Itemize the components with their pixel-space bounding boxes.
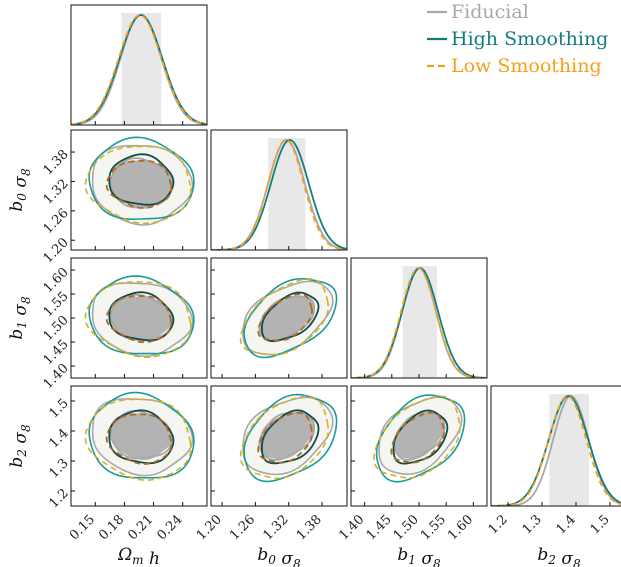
panel-0-0 <box>71 13 207 125</box>
x-tick-label: 1.32 <box>260 512 291 543</box>
contour-fill-inner <box>111 296 173 342</box>
x-tick-label: 0.21 <box>125 512 156 543</box>
y-tick-label: 1.26 <box>41 206 72 237</box>
y-tick-label: 1.32 <box>41 176 72 207</box>
contour-68-high-smoothing <box>392 409 449 465</box>
y-tick-label: 1.20 <box>41 235 72 266</box>
contour-95-low-smoothing <box>239 278 330 356</box>
panel-frame-0-0 <box>70 4 208 126</box>
y-tick-label: 1.5 <box>46 396 71 421</box>
marginal-curve-3-low-smoothing <box>491 395 621 506</box>
panel-frame-1-0 <box>70 129 208 251</box>
contour-68-high-smoothing <box>260 291 320 342</box>
y-tick-label: 1.4 <box>46 426 71 451</box>
x-tick-label: 1.4 <box>554 512 579 537</box>
contour-68-high-smoothing <box>108 153 175 206</box>
x-tick-label: 1.20 <box>194 512 225 543</box>
x-tick-label: 1.3 <box>520 512 545 537</box>
contour-68-fiducial <box>258 295 316 343</box>
contour-95-high-smoothing <box>88 391 195 479</box>
panel-frame-3-1 <box>210 385 348 507</box>
panel-3-1 <box>239 393 338 483</box>
x-tick-label: 1.45 <box>364 512 395 543</box>
x-axis-label-1: b0 σ8 <box>257 545 301 567</box>
panel-1-0 <box>84 136 195 226</box>
y-tick-label: 1.55 <box>41 289 72 320</box>
marginal-curve-1-low-smoothing <box>211 139 347 250</box>
contour-95-high-smoothing <box>243 277 338 359</box>
contour-95-low-smoothing <box>239 395 330 480</box>
y-tick-label: 1.3 <box>46 456 71 481</box>
contour-68-low-smoothing <box>105 413 173 465</box>
contour-68-high-smoothing <box>108 291 175 342</box>
x-tick-label: 1.2 <box>486 512 511 537</box>
panel-frame-3-0 <box>70 385 208 507</box>
panel-2-0 <box>84 275 195 359</box>
legend-label-2: Low Smoothing <box>451 55 602 77</box>
contour-95-low-smoothing <box>373 395 461 479</box>
panel-frame-1-1 <box>210 129 348 251</box>
x-tick-label: 1.26 <box>227 512 258 543</box>
sigma-band-0 <box>121 13 162 125</box>
legend-label-1: High Smoothing <box>451 28 608 50</box>
x-tick-label: 1.5 <box>588 512 613 537</box>
y-tick-label: 1.60 <box>41 265 72 296</box>
sigma-band-3 <box>549 394 589 506</box>
sigma-band-1 <box>268 138 306 250</box>
panel-2-1 <box>239 277 338 359</box>
y-axis-label-1: b0 σ8 <box>7 168 33 212</box>
contour-95-low-smoothing <box>84 145 192 225</box>
marginal-curve-0-low-smoothing <box>71 14 207 125</box>
panel-frame-3-3 <box>490 385 621 507</box>
contour-68-high-smoothing <box>108 409 175 465</box>
contour-fill-inner <box>111 160 173 209</box>
contour-95-high-smoothing <box>88 136 195 220</box>
y-tick-label: 1.38 <box>41 147 72 178</box>
contour-68-fiducial <box>109 293 173 341</box>
x-tick-label: 0.24 <box>154 512 185 543</box>
y-axis-label-3: b2 σ8 <box>7 424 33 468</box>
panel-2-2 <box>351 266 487 378</box>
y-tick-label: 1.2 <box>46 486 71 511</box>
panel-1-1 <box>211 138 347 250</box>
marginal-curve-2-low-smoothing <box>351 267 487 378</box>
panel-3-3 <box>491 394 621 506</box>
x-axis-label-0: Ωm h <box>117 545 160 567</box>
contour-95-fiducial <box>242 280 334 356</box>
x-tick-label: 1.50 <box>391 512 422 543</box>
y-tick-label: 1.40 <box>41 361 72 392</box>
y-tick-label: 1.50 <box>41 313 72 344</box>
contour-95-high-smoothing <box>375 394 466 483</box>
y-tick-label: 1.45 <box>41 337 72 368</box>
contour-68-low-smoothing <box>390 411 445 464</box>
y-axis-label-2: b1 σ8 <box>7 296 33 340</box>
marginal-curve-3-fiducial <box>491 395 621 506</box>
x-tick-label: 1.38 <box>294 512 325 543</box>
contour-68-low-smoothing <box>257 411 313 464</box>
contour-95-low-smoothing <box>84 281 192 359</box>
x-tick-label: 1.40 <box>336 512 367 543</box>
x-tick-label: 0.18 <box>96 512 127 543</box>
contour-68-fiducial <box>109 410 173 460</box>
contour-95-fiducial <box>242 396 334 476</box>
x-tick-label: 1.60 <box>445 512 476 543</box>
x-tick-label: 0.15 <box>67 512 98 543</box>
x-axis-label-2: b1 σ8 <box>397 545 441 567</box>
panel-3-0 <box>84 391 195 481</box>
legend-label-0: Fiducial <box>451 1 529 23</box>
panel-3-2 <box>373 394 466 483</box>
contour-fill-inner <box>111 413 173 461</box>
x-axis-label-3: b2 σ8 <box>537 545 581 567</box>
contour-68-high-smoothing <box>260 409 320 465</box>
x-tick-label: 1.55 <box>418 512 449 543</box>
sigma-band-2 <box>402 266 437 378</box>
contour-68-low-smoothing <box>257 293 313 342</box>
contour-95-fiducial <box>91 282 194 358</box>
